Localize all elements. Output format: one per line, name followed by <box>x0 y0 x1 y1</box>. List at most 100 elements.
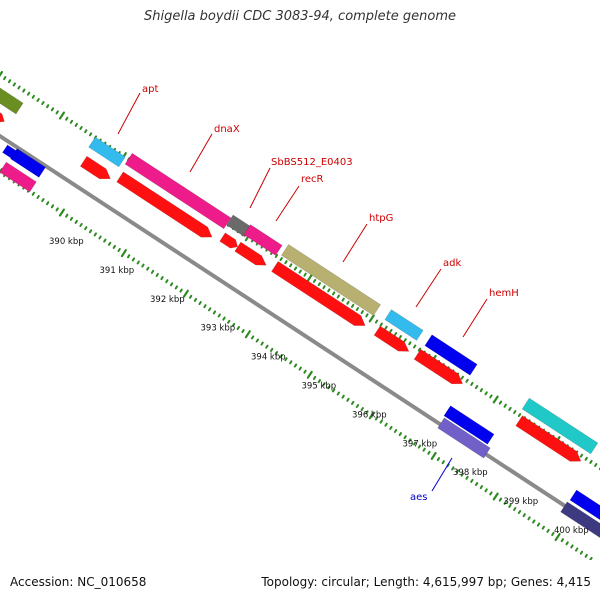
tick-mark <box>351 400 355 405</box>
tick-mark <box>279 354 283 359</box>
tick-mark <box>36 195 40 199</box>
tick-mark <box>492 395 499 404</box>
tick-mark <box>513 507 517 511</box>
gene-feature[interactable] <box>424 334 478 376</box>
tick-mark <box>127 254 131 259</box>
gene-label-recr[interactable]: recR <box>301 174 324 185</box>
tick-mark <box>284 357 288 362</box>
tick-mark <box>327 385 331 390</box>
gene-feature[interactable] <box>560 501 600 539</box>
gene-feature[interactable] <box>0 79 24 115</box>
tick-mark <box>270 347 274 352</box>
gene-feature[interactable] <box>0 105 7 125</box>
tick-mark <box>274 254 279 258</box>
tick-mark <box>393 429 398 433</box>
tick-mark <box>368 314 375 323</box>
gene-feature[interactable] <box>515 415 584 467</box>
tick-mark <box>360 310 364 315</box>
tick-mark <box>65 116 69 121</box>
tick-mark <box>306 370 313 379</box>
gene-feature[interactable] <box>88 136 126 168</box>
gene-feature[interactable] <box>521 397 599 455</box>
tick-mark <box>0 70 3 78</box>
tick-mark <box>384 325 388 330</box>
tick-mark <box>451 466 455 471</box>
gene-feature[interactable] <box>443 405 495 445</box>
tick-mark <box>584 553 588 558</box>
gene-label-adk[interactable]: adk <box>443 258 461 269</box>
tick-mark <box>346 300 350 305</box>
tick-mark <box>265 344 269 349</box>
tick-mark <box>527 516 531 521</box>
gene-feature[interactable] <box>219 232 241 251</box>
tick-mark <box>217 313 221 318</box>
tick-mark <box>312 278 317 283</box>
tick-mark <box>365 313 369 318</box>
gene-feature[interactable] <box>116 171 216 242</box>
gene-feature[interactable] <box>2 144 18 160</box>
tick-mark <box>455 469 460 474</box>
tick-mark <box>146 266 150 271</box>
tick-mark <box>312 375 317 380</box>
tick-mark <box>374 416 379 421</box>
gene-feature[interactable] <box>243 224 283 256</box>
leader-line <box>249 167 271 209</box>
map-title: Shigella boydii CDC 3083-94, complete ge… <box>143 9 457 24</box>
tick-mark <box>389 328 393 333</box>
tick-mark <box>498 497 503 502</box>
gene-label-sbbs512-e0403[interactable]: SbBS512_E0403 <box>271 157 353 168</box>
gene-feature[interactable] <box>226 214 252 238</box>
tick-mark <box>413 441 417 446</box>
tick-mark <box>317 282 321 287</box>
tick-mark <box>594 463 598 467</box>
tick-mark <box>12 82 16 87</box>
tick-mark <box>46 104 50 109</box>
gene-feature[interactable] <box>281 244 381 316</box>
tick-mark <box>58 208 66 217</box>
gene-label-htpg[interactable]: htpG <box>369 213 393 224</box>
tick-mark <box>222 316 226 321</box>
tick-mark <box>303 272 307 277</box>
gene-feature[interactable] <box>79 155 113 184</box>
tick-mark <box>498 400 503 405</box>
gene-feature[interactable] <box>384 309 424 341</box>
gene-feature[interactable] <box>569 489 600 523</box>
tick-mark <box>417 444 422 449</box>
tick-mark <box>336 391 340 396</box>
inner-tick-dots <box>0 168 596 563</box>
gene-label-aes[interactable]: aes <box>410 492 428 503</box>
gene-feature[interactable] <box>234 241 269 270</box>
gene-features <box>0 79 600 539</box>
tick-mark <box>551 531 555 536</box>
tick-mark <box>595 561 596 563</box>
tick-mark <box>403 435 407 440</box>
gene-label-hemh[interactable]: hemH <box>489 288 519 299</box>
tick-mark <box>74 219 78 224</box>
tick-mark <box>306 273 313 282</box>
tick-mark <box>479 388 483 393</box>
tick-mark <box>303 369 307 374</box>
gene-labels: apt dnaX SbBS512_E0403 recR htpG adk hem… <box>142 84 519 503</box>
gene-feature[interactable] <box>373 325 412 356</box>
tick-mark <box>393 332 398 336</box>
tick-mark <box>250 335 255 340</box>
gene-feature[interactable] <box>413 348 466 389</box>
tick-mark <box>465 475 469 480</box>
tick-mark <box>279 257 283 262</box>
tick-mark <box>503 403 507 408</box>
tick-mark <box>346 397 350 402</box>
gene-feature[interactable] <box>124 152 232 230</box>
tick-mark <box>69 119 74 124</box>
tick-mark <box>341 394 345 399</box>
gene-label-dnax[interactable]: dnaX <box>214 124 240 135</box>
tick-mark <box>136 260 140 265</box>
gene-feature[interactable] <box>437 417 491 459</box>
tick-mark <box>84 129 88 134</box>
gene-feature[interactable] <box>271 260 369 330</box>
tick-mark <box>55 207 59 212</box>
gene-feature[interactable] <box>0 161 37 193</box>
tick-mark <box>255 338 259 343</box>
tick-mark <box>98 235 102 240</box>
tick-mark <box>65 213 69 218</box>
gene-label-apt[interactable]: apt <box>142 84 158 95</box>
